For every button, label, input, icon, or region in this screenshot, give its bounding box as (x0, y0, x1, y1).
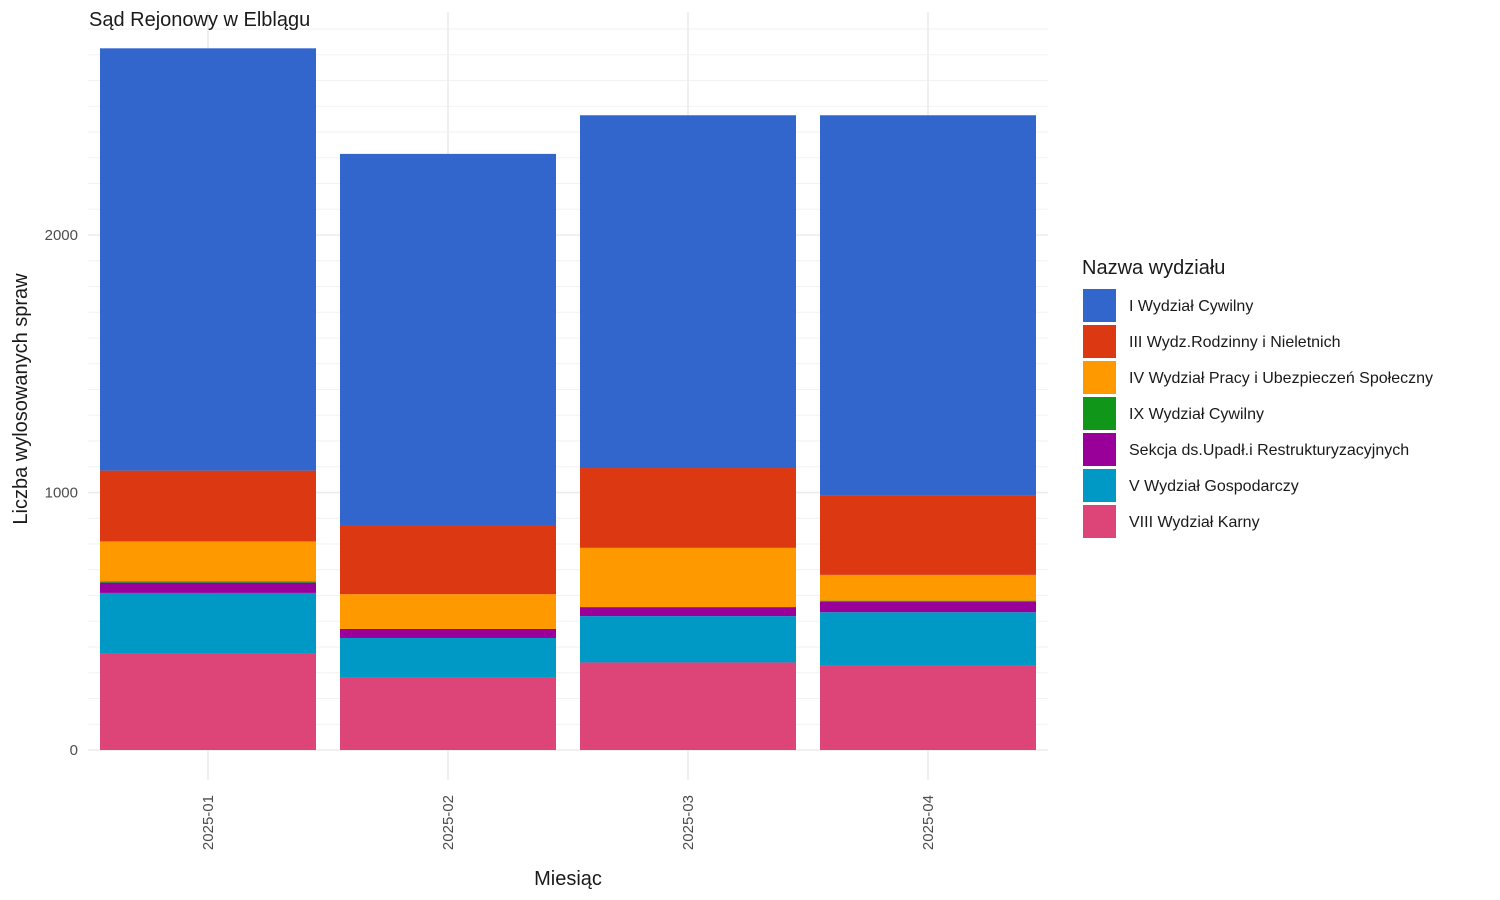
legend-swatch-iv-wydzial-pracy-i-ubezpieczen-spoleczny (1083, 361, 1116, 394)
chart-title: Sąd Rejonowy w Elblągu (89, 9, 310, 31)
legend-swatch-sekcja-ds-upadl-i-restrukturyzacyjnych (1083, 433, 1116, 466)
legend-swatch-v-wydzial-gospodarczy (1083, 469, 1116, 502)
x-tick-label: 2025-01 (200, 795, 217, 850)
x-tick-label: 2025-04 (920, 795, 937, 850)
bar-iv-wydzial-pracy-i-ubezpieczen-spoleczny-2025-01 (100, 541, 316, 582)
y-tick-label: 2000 (45, 227, 78, 244)
bar-iii-wydz-rodzinny-i-nieletnich-2025-02 (340, 525, 556, 595)
legend-swatch-iii-wydz-rodzinny-i-nieletnich (1083, 325, 1116, 358)
bar-v-wydzial-gospodarczy-2025-01 (100, 592, 316, 654)
bar-i-wydzial-cywilny-2025-02 (340, 153, 556, 526)
x-tick-label: 2025-03 (680, 795, 697, 850)
legend-label: IX Wydział Cywilny (1129, 406, 1264, 423)
axes: 0 1000 2000 2025-01 2025-02 2025-03 2025-04 (45, 227, 937, 850)
bar-i-wydzial-cywilny-2025-04 (820, 115, 1036, 496)
bar-viii-wydzial-karny-2025-01 (100, 653, 316, 750)
y-axis-title: Liczba wylosowanych spraw (10, 273, 32, 525)
bar-sekcja-ds-upadl-i-restrukturyzacyjnych-2025-04 (820, 601, 1036, 613)
bar-sekcja-ds-upadl-i-restrukturyzacyjnych-2025-03 (580, 607, 796, 617)
bar-v-wydzial-gospodarczy-2025-04 (820, 612, 1036, 666)
legend-title: Nazwa wydziału (1082, 257, 1225, 279)
bar-v-wydzial-gospodarczy-2025-03 (580, 616, 796, 663)
legend-label: V Wydział Gospodarczy (1129, 478, 1299, 495)
y-tick-labels: 0 1000 2000 (45, 227, 78, 759)
x-axis-title: Miesiąc (534, 868, 602, 890)
bar-iii-wydz-rodzinny-i-nieletnich-2025-04 (820, 495, 1036, 575)
bar-viii-wydzial-karny-2025-02 (340, 677, 556, 750)
legend-label: III Wydz.Rodzinny i Nieletnich (1129, 334, 1341, 351)
bar-viii-wydzial-karny-2025-04 (820, 665, 1036, 750)
bars (100, 48, 1036, 750)
x-tick-label: 2025-02 (440, 795, 457, 850)
bar-iv-wydzial-pracy-i-ubezpieczen-spoleczny-2025-04 (820, 574, 1036, 601)
bar-v-wydzial-gospodarczy-2025-02 (340, 637, 556, 678)
bar-sekcja-ds-upadl-i-restrukturyzacyjnych-2025-01 (100, 582, 316, 593)
legend: Nazwa wydziału I Wydział Cywilny III Wydz… (1082, 257, 1433, 538)
y-tick-label: 1000 (45, 485, 78, 502)
legend-label: I Wydział Cywilny (1129, 298, 1253, 315)
bar-viii-wydzial-karny-2025-03 (580, 662, 796, 750)
y-tick-label: 0 (70, 742, 78, 759)
bar-i-wydzial-cywilny-2025-03 (580, 115, 796, 469)
bar-i-wydzial-cywilny-2025-01 (100, 48, 316, 471)
legend-label: IV Wydział Pracy i Ubezpieczeń Społeczny (1129, 370, 1433, 387)
bar-iii-wydz-rodzinny-i-nieletnich-2025-01 (100, 470, 316, 542)
legend-label: Sekcja ds.Upadł.i Restrukturyzacyjnych (1129, 442, 1409, 459)
bar-ix-wydzial-cywilny-2025-04 (820, 600, 1036, 602)
legend-swatch-viii-wydzial-karny (1083, 505, 1116, 538)
bar-iii-wydz-rodzinny-i-nieletnich-2025-03 (580, 468, 796, 548)
legend-swatch-ix-wydzial-cywilny (1083, 397, 1116, 430)
bar-iv-wydzial-pracy-i-ubezpieczen-spoleczny-2025-02 (340, 594, 556, 629)
legend-label: VIII Wydział Karny (1129, 514, 1260, 531)
bar-iv-wydzial-pracy-i-ubezpieczen-spoleczny-2025-03 (580, 547, 796, 608)
x-tick-labels: 2025-01 2025-02 2025-03 2025-04 (200, 795, 937, 850)
bar-ix-wydzial-cywilny-2025-01 (100, 581, 316, 583)
legend-swatch-i-wydzial-cywilny (1083, 289, 1116, 322)
bar-sekcja-ds-upadl-i-restrukturyzacyjnych-2025-02 (340, 628, 556, 638)
